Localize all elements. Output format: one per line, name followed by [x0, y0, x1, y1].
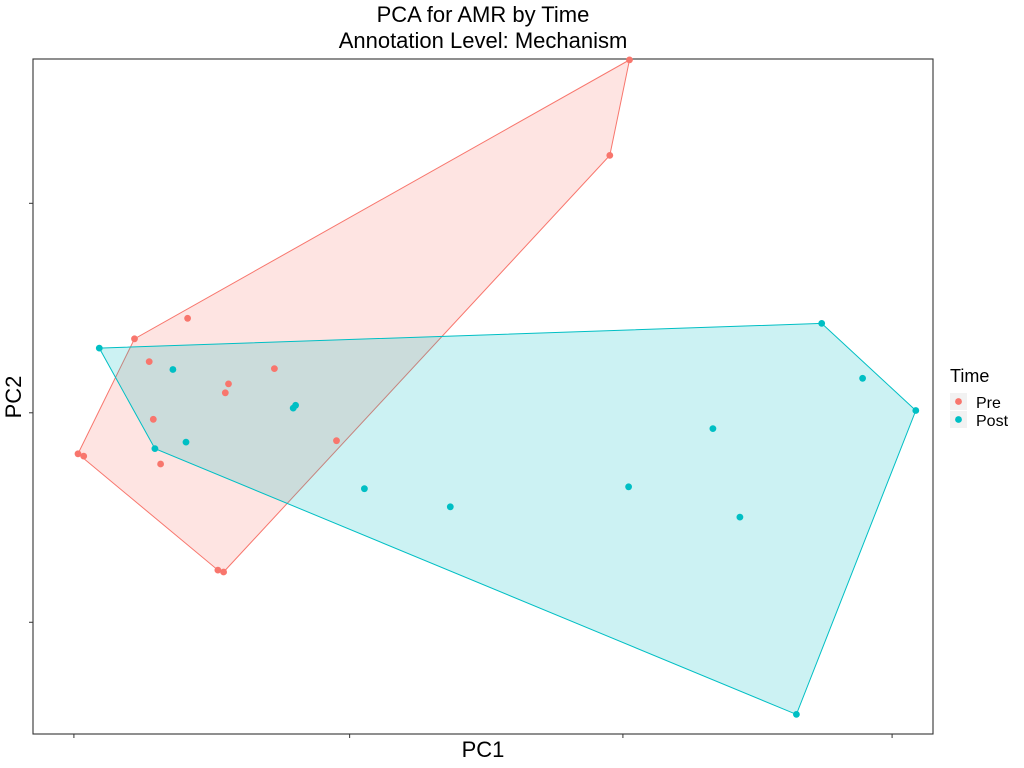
legend-key-post: [955, 416, 962, 423]
point-pre-5: [221, 389, 229, 397]
point-pre-7: [74, 450, 82, 458]
point-pre-12: [220, 568, 228, 576]
x-axis-title: PC1: [462, 737, 505, 762]
point-pre-14: [626, 56, 633, 64]
point-post-14: [793, 711, 800, 718]
hull-layer: [77, 58, 917, 716]
point-pre-11: [214, 566, 222, 574]
point-pre-3: [225, 380, 232, 388]
point-post-1: [169, 366, 177, 373]
point-pre-0: [131, 335, 138, 343]
point-post-9: [709, 425, 717, 432]
chart-title: PCA for AMR by Time: [377, 2, 590, 27]
legend-title: Time: [950, 366, 989, 386]
point-pre-9: [157, 460, 165, 468]
point-pre-4: [271, 365, 278, 372]
point-pre-2: [145, 358, 153, 365]
plot-panel-border: [32, 58, 934, 735]
point-post-13: [912, 407, 920, 414]
point-post-6: [361, 485, 368, 493]
point-post-8: [625, 483, 632, 491]
legend-label-post: Post: [976, 413, 1009, 430]
chart-subtitle: Annotation Level: Mechanism: [339, 28, 628, 53]
legend-key-pre: [955, 398, 962, 405]
point-pre-10: [333, 437, 340, 445]
axis-ticks: [29, 202, 893, 738]
point-post-7: [446, 503, 454, 511]
point-post-4: [182, 438, 190, 446]
point-pre-8: [80, 452, 88, 460]
point-post-3: [292, 401, 299, 409]
point-pre-6: [149, 415, 157, 423]
legend-label-pre: Pre: [976, 395, 1001, 412]
points-layer: [74, 56, 920, 718]
point-post-12: [859, 374, 866, 382]
point-pre-13: [606, 152, 614, 159]
point-post-0: [95, 344, 103, 352]
point-post-10: [736, 513, 744, 521]
hull-post: [98, 322, 917, 716]
y-axis-title: PC2: [1, 376, 26, 419]
point-pre-1: [184, 314, 192, 322]
point-post-5: [151, 445, 159, 452]
legend: Time Pre Post: [950, 366, 1009, 430]
point-post-11: [818, 320, 826, 327]
